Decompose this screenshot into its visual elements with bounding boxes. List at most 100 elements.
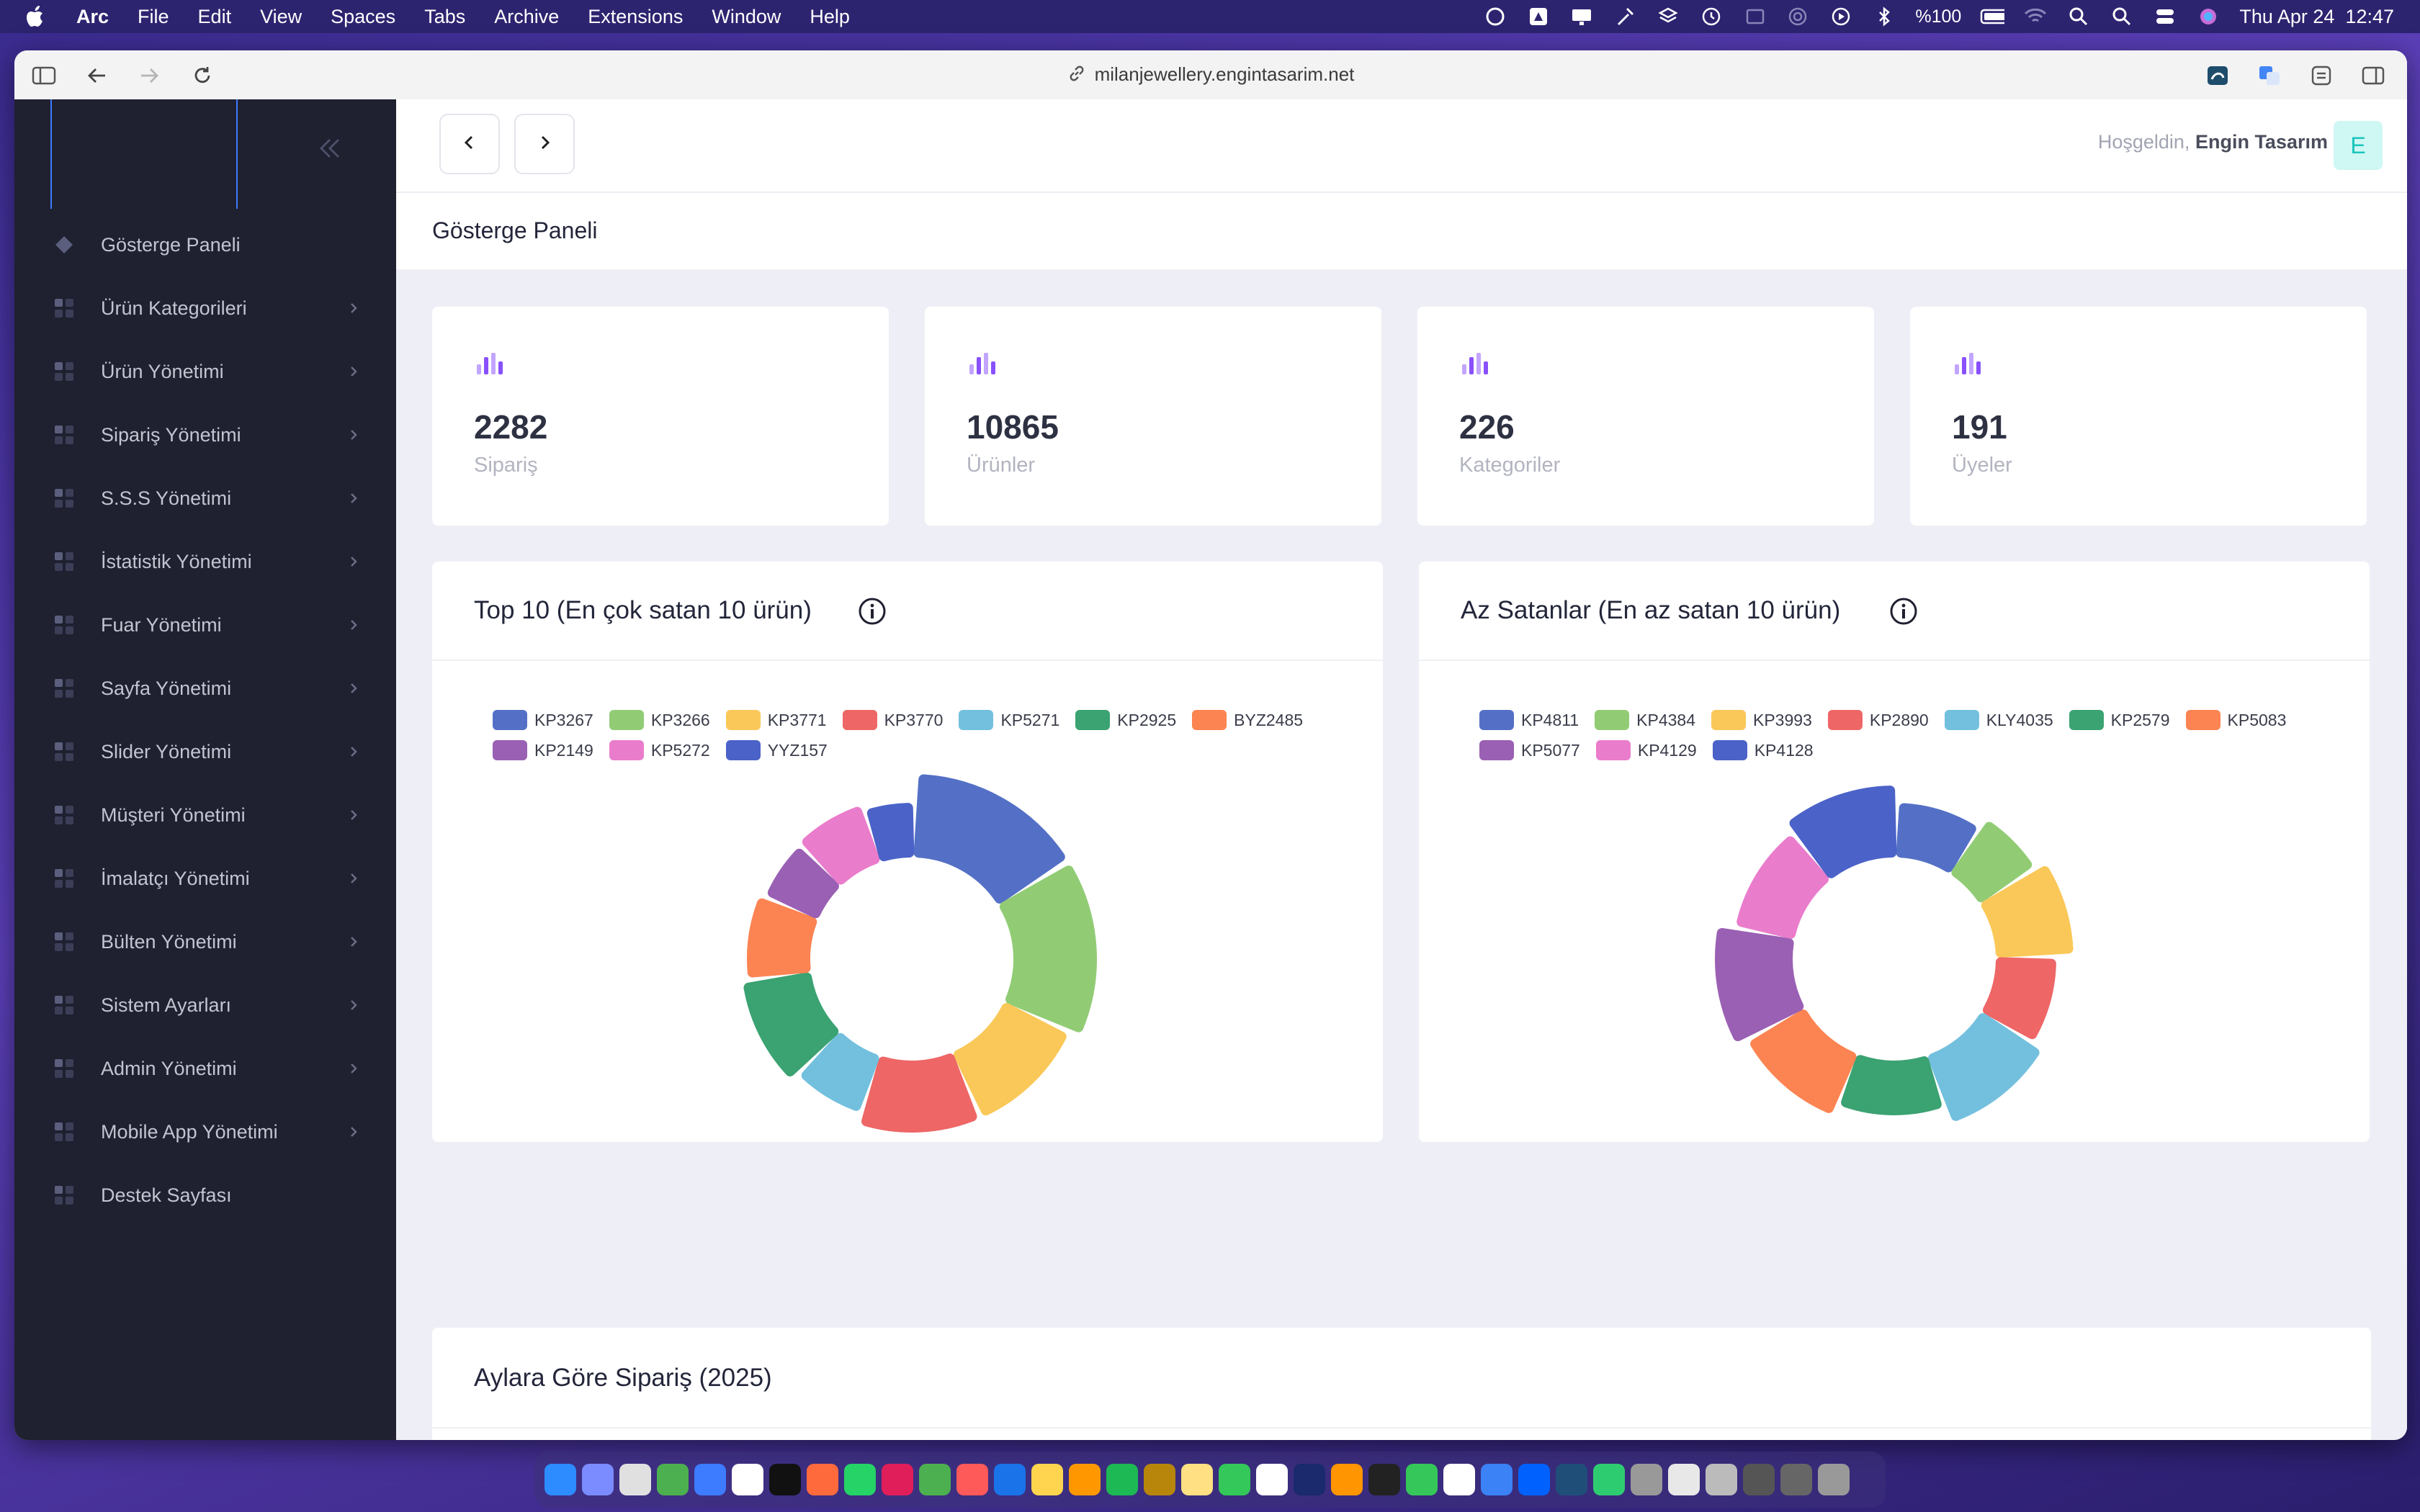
search-icon[interactable]	[2066, 6, 2091, 27]
next-button[interactable]	[514, 114, 575, 174]
menu-file[interactable]: File	[138, 5, 169, 27]
dock-app-icon[interactable]	[694, 1464, 726, 1495]
sidebar-item[interactable]: Admin Yönetimi	[14, 1037, 396, 1100]
dock-app-icon[interactable]	[582, 1464, 614, 1495]
pie-slice[interactable]	[1750, 1009, 1857, 1113]
dock-app-icon[interactable]	[1144, 1464, 1175, 1495]
menu-help[interactable]: Help	[810, 5, 850, 27]
sidebar-item[interactable]: Destek Sayfası	[14, 1164, 396, 1227]
dock-app-icon[interactable]	[994, 1464, 1026, 1495]
battery-icon[interactable]	[1980, 6, 2005, 27]
translate-icon[interactable]	[2256, 62, 2283, 89]
pie-slice[interactable]	[1715, 927, 1804, 1042]
menu-tabs[interactable]: Tabs	[424, 5, 466, 27]
menu-spaces[interactable]: Spaces	[331, 5, 396, 27]
dock-app-icon[interactable]	[1181, 1464, 1213, 1495]
pie-slice[interactable]	[1951, 822, 2033, 903]
dock-app-icon[interactable]	[1406, 1464, 1438, 1495]
dock-app-icon[interactable]	[956, 1464, 988, 1495]
dock-app-icon[interactable]	[1706, 1464, 1737, 1495]
avatar[interactable]: E	[2334, 121, 2383, 170]
legend-item[interactable]: YYZ157	[725, 740, 828, 760]
menu-extensions[interactable]: Extensions	[588, 5, 684, 27]
dock-app-icon[interactable]	[807, 1464, 838, 1495]
spotlight-icon[interactable]	[2110, 6, 2134, 27]
legend-item[interactable]: KP4384	[1595, 710, 1695, 730]
legend-item[interactable]: KP5271	[959, 710, 1059, 730]
pie-slice[interactable]	[1982, 957, 2056, 1040]
sidebar-item[interactable]: Sistem Ayarları	[14, 973, 396, 1037]
pie-slice[interactable]	[747, 898, 817, 978]
pie-slice[interactable]	[743, 972, 839, 1076]
airdrop-icon[interactable]	[1785, 6, 1810, 27]
sidebar-item[interactable]: Ürün Kategorileri	[14, 276, 396, 340]
tools-icon[interactable]	[1613, 6, 1637, 27]
dock-app-icon[interactable]	[1593, 1464, 1625, 1495]
sidebar-item[interactable]: Sayfa Yönetimi	[14, 657, 396, 720]
extensions-icon[interactable]	[2308, 62, 2335, 89]
dock-app-icon[interactable]	[1106, 1464, 1138, 1495]
sidebar-item[interactable]: Müşteri Yönetimi	[14, 783, 396, 847]
legend-item[interactable]: KP4811	[1479, 710, 1579, 730]
dock-app-icon[interactable]	[1294, 1464, 1325, 1495]
play-icon[interactable]	[1829, 6, 1853, 27]
sidebar-item[interactable]: İmalatçı Yönetimi	[14, 847, 396, 910]
pie-slice[interactable]	[954, 1003, 1067, 1116]
reload-icon[interactable]	[189, 62, 216, 89]
siri-icon[interactable]	[2196, 6, 2220, 27]
sidebar-item[interactable]: S.S.S Yönetimi	[14, 467, 396, 530]
pie-slice[interactable]	[1896, 803, 1976, 873]
legend-item[interactable]: KP3770	[842, 710, 943, 730]
pie-slice[interactable]	[1789, 786, 1897, 878]
pie-slice[interactable]	[767, 848, 839, 919]
dock-app-icon[interactable]	[1631, 1464, 1662, 1495]
menu-archive[interactable]: Archive	[494, 5, 560, 27]
forward-arrow-icon[interactable]	[135, 62, 163, 89]
dock-app-icon[interactable]	[919, 1464, 951, 1495]
layers-icon[interactable]	[1656, 6, 1680, 27]
dock-app-icon[interactable]	[1368, 1464, 1400, 1495]
double-chevron-left-icon[interactable]	[315, 134, 344, 166]
dock-app-icon[interactable]	[1031, 1464, 1063, 1495]
dock-app-icon[interactable]	[1818, 1464, 1850, 1495]
menu-view[interactable]: View	[260, 5, 302, 27]
apple-icon[interactable]	[26, 6, 48, 27]
menu-app-name[interactable]: Arc	[76, 5, 109, 27]
dock-app-icon[interactable]	[1069, 1464, 1101, 1495]
pie-slice[interactable]	[802, 806, 880, 885]
dock-app-icon[interactable]	[844, 1464, 876, 1495]
sidebar-item[interactable]: Bülten Yönetimi	[14, 910, 396, 973]
chatgpt-icon[interactable]	[1483, 6, 1507, 27]
legend-item[interactable]: KP5272	[609, 740, 710, 760]
sidebar-item[interactable]: Sipariş Yönetimi	[14, 403, 396, 467]
url-bar[interactable]: milanjewellery.engintasarim.net	[14, 63, 2407, 88]
dock-app-icon[interactable]	[1256, 1464, 1288, 1495]
pie-slice[interactable]	[861, 1053, 977, 1133]
back-arrow-icon[interactable]	[84, 62, 111, 89]
legend-item[interactable]: KP3993	[1711, 710, 1812, 730]
legend-item[interactable]: KP2925	[1075, 710, 1176, 730]
sidebar-item[interactable]: Ürün Yönetimi	[14, 340, 396, 403]
display-icon[interactable]	[1569, 6, 1594, 27]
pie-slice[interactable]	[801, 1032, 879, 1111]
legend-item[interactable]: KP2890	[1827, 710, 1929, 730]
pie-slice[interactable]	[999, 865, 1097, 1032]
drive-icon[interactable]	[1526, 6, 1551, 27]
control-center-icon[interactable]	[2153, 6, 2177, 27]
dock-app-icon[interactable]	[1743, 1464, 1775, 1495]
sidebar-toggle-icon[interactable]	[30, 62, 58, 89]
legend-item[interactable]: KP5077	[1479, 740, 1580, 760]
dock-app-icon[interactable]	[1331, 1464, 1363, 1495]
legend-item[interactable]: KP3771	[725, 710, 827, 730]
legend-item[interactable]: KLY4035	[1944, 710, 2053, 730]
logo-placeholder[interactable]	[50, 99, 238, 209]
pie-slice[interactable]	[1736, 836, 1829, 939]
menubar-clock[interactable]: Thu Apr 24 12:47	[2239, 5, 2394, 27]
dock-app-icon[interactable]	[1780, 1464, 1812, 1495]
dock-app-icon[interactable]	[1443, 1464, 1475, 1495]
info-icon[interactable]	[857, 596, 887, 630]
dock-app-icon[interactable]	[1518, 1464, 1550, 1495]
legend-item[interactable]: KP3267	[493, 710, 593, 730]
extension-edge-icon[interactable]	[2204, 62, 2231, 89]
pie-slice[interactable]	[1841, 1055, 1942, 1115]
